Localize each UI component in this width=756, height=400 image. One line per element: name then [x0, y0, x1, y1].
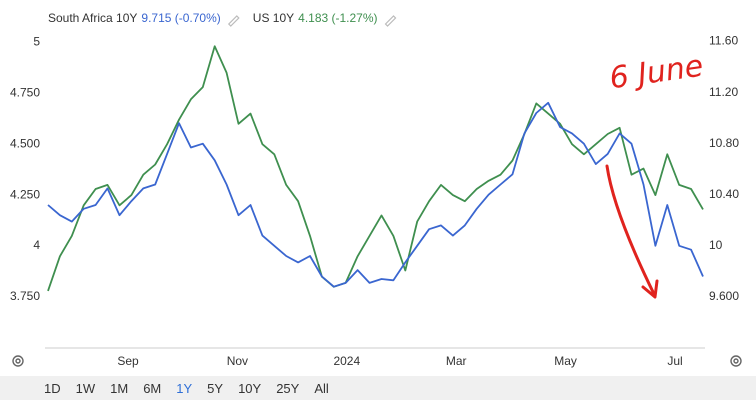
y2-tick-label: 10.40: [709, 187, 739, 201]
legend-value: 4.183 (-1.27%): [298, 11, 377, 25]
y-tick-label: 4: [33, 238, 40, 252]
annotation-arrowhead: [641, 279, 659, 299]
settings-icon[interactable]: [12, 355, 24, 367]
range-button[interactable]: 1D: [44, 380, 61, 396]
edit-icon[interactable]: [227, 15, 240, 27]
edit-icon[interactable]: [384, 15, 397, 27]
legend-value: 9.715 (-0.70%): [141, 11, 220, 25]
series-line: [47, 101, 704, 288]
legend-name: US 10Y: [253, 11, 294, 25]
y2-tick-label: 9.600: [709, 289, 739, 303]
range-button[interactable]: 6M: [143, 380, 162, 396]
range-button[interactable]: 1W: [75, 380, 96, 396]
x-tick-label: 2024: [333, 354, 360, 368]
y-tick-label: 5: [33, 34, 40, 48]
range-bar: 1D 1W 1M 6M 1Y 5Y 10Y 25Y All: [0, 376, 756, 400]
x-tick-label: Mar: [446, 354, 467, 368]
y-tick-label: 4.250: [10, 187, 40, 201]
range-button[interactable]: 25Y: [276, 380, 300, 396]
annotation: 6 June: [607, 49, 705, 97]
y2-tick-label: 10: [709, 238, 723, 252]
x-tick-label: May: [554, 354, 577, 368]
range-button[interactable]: 10Y: [238, 380, 262, 396]
y-tick-label: 4.500: [10, 136, 40, 150]
x-tick-label: Sep: [117, 354, 139, 368]
range-button[interactable]: All: [314, 380, 329, 396]
y2-tick-label: 10.80: [709, 136, 739, 150]
y2-tick-label: 11.20: [709, 85, 738, 99]
range-button[interactable]: 1Y: [176, 380, 193, 396]
y2-tick-label: 11.60: [709, 34, 738, 48]
range-button[interactable]: 5Y: [207, 380, 224, 396]
x-tick-label: Jul: [667, 354, 682, 368]
y-tick-label: 3.750: [10, 289, 40, 303]
annotation-arrow: [605, 164, 656, 296]
settings-icon[interactable]: [730, 355, 742, 367]
series-line: [47, 45, 704, 292]
chart: 6 June 3.750 4 4.250 4.500 4.750 5 9.600 10 10.4…: [10, 11, 742, 368]
legend-name: South Africa 10Y: [48, 11, 137, 25]
y-tick-label: 4.750: [10, 85, 40, 99]
x-tick-label: Nov: [227, 354, 248, 368]
range-button[interactable]: 1M: [110, 380, 129, 396]
